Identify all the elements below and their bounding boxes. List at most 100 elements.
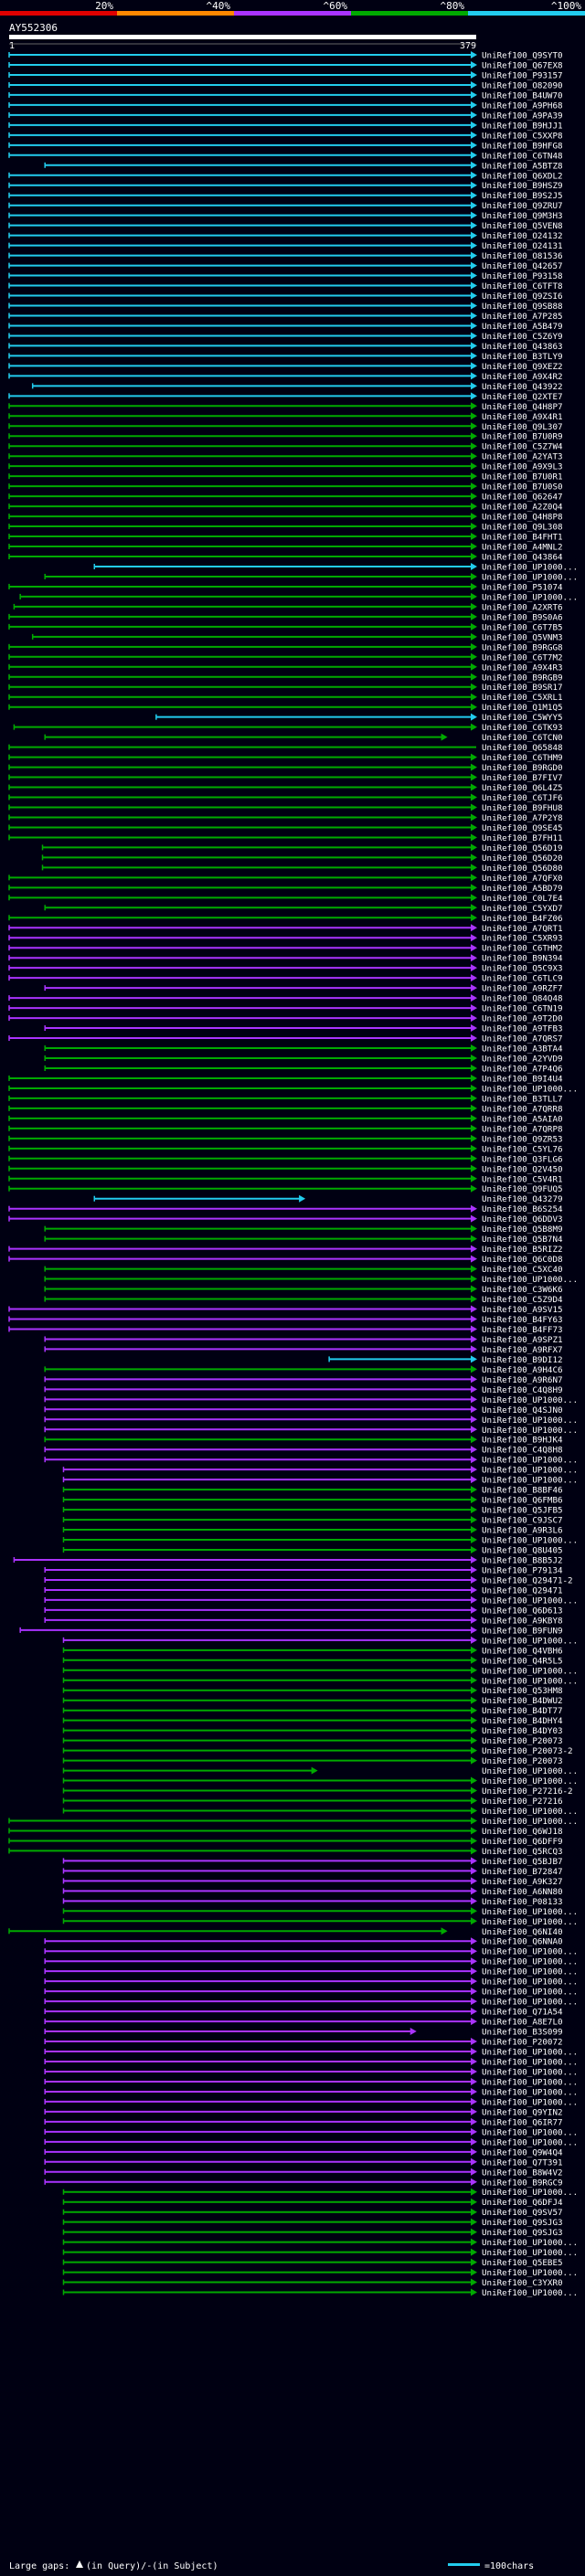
hit-row[interactable]: UniRef100_UP1000...	[62, 2238, 578, 2248]
hit-label[interactable]: UniRef100_B9I4U4	[482, 1074, 563, 1084]
hit-row[interactable]: UniRef100_Q9W4Q4	[44, 2147, 563, 2157]
hit-label[interactable]: UniRef100_UP1000...	[482, 1466, 578, 1476]
hit-label[interactable]: UniRef100_C5YXD7	[482, 904, 563, 914]
hit-row[interactable]: UniRef100_C5XRL1	[8, 693, 563, 703]
hit-label[interactable]: UniRef100_UP1000...	[482, 1536, 578, 1546]
hit-row[interactable]: UniRef100_B9N394	[8, 954, 563, 964]
hit-label[interactable]: UniRef100_B9RGC9	[482, 2178, 563, 2188]
hit-label[interactable]: UniRef100_P20073	[482, 1756, 563, 1766]
hit-label[interactable]: UniRef100_B9N394	[482, 954, 563, 964]
hit-row[interactable]: UniRef100_UP1000...	[62, 2188, 578, 2198]
hit-label[interactable]: UniRef100_C5Z9D4	[482, 1295, 563, 1305]
hit-label[interactable]: UniRef100_Q43922	[482, 382, 563, 392]
hit-label[interactable]: UniRef100_C6TN48	[482, 151, 563, 161]
hit-label[interactable]: UniRef100_A9SPZ1	[482, 1335, 563, 1345]
hit-row[interactable]: UniRef100_UP1000...	[62, 2248, 578, 2258]
hit-row[interactable]: UniRef100_C5Z9D4	[44, 1295, 563, 1305]
hit-row[interactable]: UniRef100_B9DI12	[328, 1355, 563, 1365]
hit-label[interactable]: UniRef100_C6TN19	[482, 1004, 563, 1014]
hit-row[interactable]: UniRef100_P93158	[8, 271, 563, 281]
hit-row[interactable]: UniRef100_C6TLC9	[8, 974, 563, 984]
hit-row[interactable]: UniRef100_C5XC40	[44, 1265, 563, 1275]
hit-label[interactable]: UniRef100_B72847	[482, 1867, 563, 1877]
hit-row[interactable]: UniRef100_Q5RCQ3	[8, 1847, 563, 1857]
hit-row[interactable]: UniRef100_A9R6N7	[44, 1375, 563, 1385]
hit-row[interactable]: UniRef100_Q6L4Z5	[8, 783, 563, 793]
hit-row[interactable]: UniRef100_P93157	[8, 70, 563, 80]
hit-label[interactable]: UniRef100_Q9SYT0	[482, 51, 563, 61]
hit-label[interactable]: UniRef100_Q9SJG3	[482, 2218, 563, 2228]
hit-row[interactable]: UniRef100_B4DY03	[62, 1726, 563, 1736]
hit-label[interactable]: UniRef100_Q5RCQ3	[482, 1847, 563, 1857]
hit-label[interactable]: UniRef100_Q6NI40	[482, 1927, 563, 1937]
hit-row[interactable]: UniRef100_A9PH68	[8, 101, 563, 111]
hit-row[interactable]: UniRef100_UP1000...	[62, 1636, 578, 1646]
hit-row[interactable]: UniRef100_Q9SV57	[62, 2208, 563, 2218]
hit-label[interactable]: UniRef100_C6THM2	[482, 944, 563, 954]
hit-row[interactable]: UniRef100_B8W4V2	[44, 2168, 563, 2178]
hit-row[interactable]: UniRef100_UP1000...	[44, 1426, 578, 1436]
hit-label[interactable]: UniRef100_Q71A54	[482, 2008, 563, 2018]
hit-label[interactable]: UniRef100_A7QRR8	[482, 1104, 563, 1114]
hit-row[interactable]: UniRef100_Q6DFF9	[8, 1837, 563, 1847]
hit-label[interactable]: UniRef100_Q56D80	[482, 864, 563, 874]
hit-row[interactable]: UniRef100_A9PA39	[8, 111, 563, 121]
hit-row[interactable]: UniRef100_Q8U405	[62, 1546, 563, 1556]
hit-label[interactable]: UniRef100_Q42657	[482, 261, 563, 271]
hit-row[interactable]: UniRef100_Q5JFB5	[62, 1506, 563, 1516]
hit-row[interactable]: UniRef100_Q6C0D8	[8, 1255, 563, 1265]
hit-row[interactable]: UniRef100_Q9XEZ2	[8, 362, 563, 372]
hit-label[interactable]: UniRef100_Q9SJG3	[482, 2228, 563, 2238]
hit-label[interactable]: UniRef100_UP1000...	[482, 2077, 578, 2087]
hit-label[interactable]: UniRef100_A8E7L0	[482, 2018, 563, 2028]
hit-label[interactable]: UniRef100_B9FHU8	[482, 803, 563, 813]
hit-row[interactable]: UniRef100_UP1000...	[62, 1666, 578, 1676]
hit-label[interactable]: UniRef100_C6TCN0	[482, 733, 563, 743]
hit-label[interactable]: UniRef100_A9X4R3	[482, 663, 563, 673]
hit-label[interactable]: UniRef100_Q9YIN2	[482, 2107, 563, 2117]
hit-row[interactable]: UniRef100_B4FF73	[8, 1325, 563, 1335]
hit-label[interactable]: UniRef100_Q5C9X3	[482, 964, 563, 974]
hit-row[interactable]: UniRef100_UP1000...	[44, 1957, 578, 1967]
hit-label[interactable]: UniRef100_Q6FMB6	[482, 1496, 563, 1506]
hit-row[interactable]: UniRef100_C3W6K6	[44, 1285, 563, 1295]
hit-label[interactable]: UniRef100_Q9XEZ2	[482, 362, 563, 372]
hit-label[interactable]: UniRef100_B7U0S0	[482, 482, 563, 493]
hit-label[interactable]: UniRef100_Q9W4Q4	[482, 2147, 563, 2157]
hit-label[interactable]: UniRef100_Q9L308	[482, 523, 563, 533]
hit-label[interactable]: UniRef100_C5YL76	[482, 1144, 563, 1154]
hit-row[interactable]: UniRef100_P20073	[62, 1756, 563, 1766]
hit-label[interactable]: UniRef100_A9H4C6	[482, 1365, 563, 1375]
hit-row[interactable]: UniRef100_Q53HM8	[62, 1686, 563, 1696]
hit-row[interactable]: UniRef100_UP1000...	[44, 1977, 578, 1988]
hit-row[interactable]: UniRef100_Q9L307	[8, 422, 563, 432]
hit-label[interactable]: UniRef100_Q65848	[482, 743, 563, 753]
hit-label[interactable]: UniRef100_C9JSC7	[482, 1516, 563, 1526]
hit-row[interactable]: UniRef100_B4DHY4	[62, 1716, 563, 1726]
hit-label[interactable]: UniRef100_UP1000...	[482, 1595, 578, 1606]
hit-label[interactable]: UniRef100_Q6XDL2	[482, 171, 563, 181]
hit-label[interactable]: UniRef100_C6TJF6	[482, 793, 563, 803]
hit-label[interactable]: UniRef100_A9SV15	[482, 1305, 563, 1315]
hit-label[interactable]: UniRef100_UP1000...	[482, 2127, 578, 2137]
hit-label[interactable]: UniRef100_A5BD79	[482, 884, 563, 894]
hit-label[interactable]: UniRef100_Q6IR77	[482, 2117, 563, 2127]
hit-label[interactable]: UniRef100_C3YXR0	[482, 2278, 563, 2288]
hit-label[interactable]: UniRef100_UP1000...	[482, 2268, 578, 2278]
hit-label[interactable]: UniRef100_B4FHT1	[482, 533, 563, 543]
hit-row[interactable]: UniRef100_A9RZF7	[44, 984, 563, 994]
hit-label[interactable]: UniRef100_B9SR17	[482, 683, 563, 693]
hit-label[interactable]: UniRef100_B7FH11	[482, 833, 563, 843]
hit-label[interactable]: UniRef100_A9RZF7	[482, 984, 563, 994]
hit-label[interactable]: UniRef100_B4FF73	[482, 1325, 563, 1335]
hit-row[interactable]: UniRef100_A7P2Y8	[8, 813, 563, 823]
hit-label[interactable]: UniRef100_B9S0A6	[482, 612, 563, 622]
hit-row[interactable]: UniRef100_Q56D80	[41, 864, 563, 874]
hit-label[interactable]: UniRef100_B9FUN9	[482, 1626, 563, 1636]
hit-row[interactable]: UniRef100_Q5BJB7	[62, 1857, 563, 1867]
hit-row[interactable]: UniRef100_P08133	[62, 1897, 563, 1907]
hit-label[interactable]: UniRef100_A7P4Q6	[482, 1064, 563, 1074]
hit-row[interactable]: UniRef100_Q2XTE7	[8, 392, 563, 402]
hit-row[interactable]: UniRef100_P20073-2	[62, 1746, 573, 1756]
hit-row[interactable]: UniRef100_C5WYY5	[155, 713, 563, 723]
